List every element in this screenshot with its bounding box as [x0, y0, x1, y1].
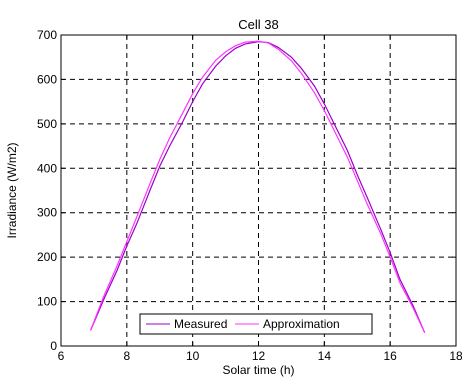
- series-line-measured: [90, 41, 426, 333]
- x-tick-label: 8: [123, 349, 130, 363]
- y-tick-label: 200: [37, 250, 57, 264]
- x-tick-label: 14: [318, 349, 332, 363]
- y-axis-label: Irradiance (W/m2): [5, 142, 19, 238]
- y-tick-label: 100: [37, 295, 57, 309]
- grid-lines: [61, 35, 456, 346]
- series-line-approximation: [90, 40, 426, 333]
- legend-label-approximation: Approximation: [263, 317, 340, 331]
- y-tick-label: 700: [37, 28, 57, 42]
- legend-label-measured: Measured: [174, 317, 227, 331]
- y-tick-label: 600: [37, 72, 57, 86]
- x-tick-label: 18: [449, 349, 462, 363]
- x-tick-label: 6: [58, 349, 65, 363]
- axis-ticks: 6 8 10 12 14 16 18 0 100 200 300 400 500 600 700: [37, 28, 462, 363]
- y-tick-label: 400: [37, 161, 57, 175]
- y-tick-label: 300: [37, 206, 57, 220]
- y-tick-label: 0: [50, 339, 57, 353]
- y-tick-label: 500: [37, 117, 57, 131]
- legend: Measured Approximation: [139, 313, 373, 335]
- x-tick-label: 12: [252, 349, 266, 363]
- chart-title: Cell 38: [238, 17, 278, 32]
- x-axis-label: Solar time (h): [222, 363, 294, 377]
- x-tick-label: 10: [186, 349, 200, 363]
- series-layer: [90, 40, 426, 333]
- x-tick-label: 16: [383, 349, 397, 363]
